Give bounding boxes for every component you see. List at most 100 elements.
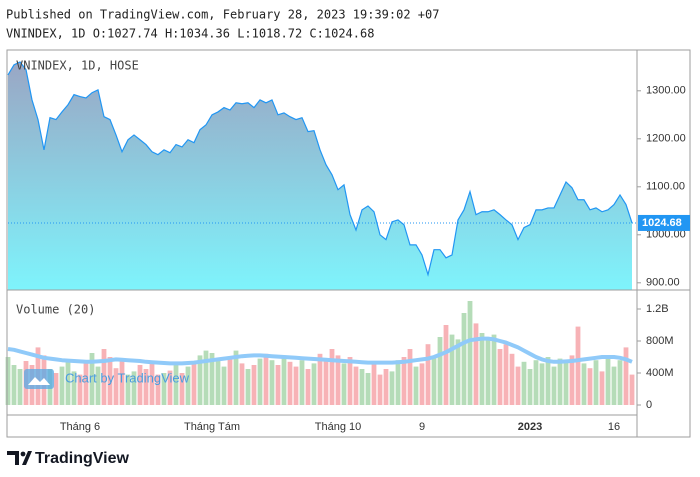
watermark-icon [24, 369, 54, 389]
volume-bar [125, 374, 131, 405]
brand: TradingView [35, 450, 130, 467]
volume-bar [515, 366, 521, 405]
watermark: Chart by TradingView [24, 369, 190, 389]
volume-bar [305, 369, 311, 405]
volume-bar [185, 366, 191, 405]
volume-bar [491, 334, 497, 405]
price-line [7, 61, 633, 277]
volume-bar [89, 353, 95, 405]
y-tick-label: 800M [646, 335, 674, 347]
volume-bar [65, 360, 71, 405]
volume-bar [593, 360, 599, 405]
volume-bar [587, 368, 593, 405]
volume-ma [7, 336, 633, 366]
y-tick-label: 1100.00 [646, 181, 685, 193]
volume-bar [149, 361, 155, 405]
volume-bar [263, 353, 269, 405]
volume-bar [257, 358, 263, 405]
volume-bar [371, 363, 377, 405]
volume-bar [59, 366, 65, 405]
volume-bar [179, 373, 185, 405]
footer-logo: TradingView [7, 450, 130, 467]
volume-bar [437, 337, 443, 405]
volume-bar [95, 366, 101, 405]
volume-bar [197, 355, 203, 405]
volume-bar [539, 363, 545, 405]
volume-bar [221, 366, 227, 405]
volume-bar [581, 363, 587, 405]
logo-dot [20, 451, 26, 457]
volume-bar [335, 355, 341, 405]
volume-bar [443, 325, 449, 405]
volume-bar [395, 360, 401, 405]
volume-bar [359, 369, 365, 405]
logo-mark [7, 451, 32, 465]
volume-legend: Volume (20) [16, 303, 95, 317]
volume-bar [623, 347, 629, 405]
volume-bar [431, 357, 437, 405]
volume-bar [215, 360, 221, 405]
watermark-icon-shape [28, 377, 50, 385]
volume-bar [107, 357, 113, 405]
volume-bar [245, 369, 251, 405]
volume-bar [191, 361, 197, 405]
volume-bar [329, 349, 335, 405]
volume-bar [347, 357, 353, 405]
y-tick-label: 1000.00 [646, 229, 686, 241]
volume-bar [155, 374, 161, 405]
volume-bar [203, 350, 209, 405]
y-tick-label: 400M [646, 367, 674, 379]
volume-bar [449, 334, 455, 405]
volume-bar [287, 361, 293, 405]
y-tick-label: 900.00 [646, 277, 680, 289]
price-legend: VNINDEX, 1D, HOSE [16, 59, 139, 73]
volume-bar [389, 371, 395, 405]
y-tick-label: 1200.00 [646, 133, 686, 145]
volume-bar [605, 357, 611, 405]
volume-bar [233, 350, 239, 405]
volume-bar [377, 374, 383, 405]
volume-bar [269, 360, 275, 405]
watermark-text: Chart by TradingView [65, 370, 190, 385]
volume-bar [83, 363, 89, 405]
volume-bar [209, 353, 215, 405]
y-tick-label: 1300.00 [646, 85, 686, 97]
volume-bar [311, 363, 317, 405]
volume-bar [71, 371, 77, 405]
volume-bar [275, 365, 281, 405]
volume-bar [503, 344, 509, 405]
volume-bar [173, 363, 179, 405]
volume-bar [53, 373, 59, 405]
x-tick-label: 16 [608, 421, 620, 433]
volume-bar [533, 360, 539, 405]
volume-bar [11, 365, 17, 405]
volume-bar [341, 363, 347, 405]
volume-bar [131, 371, 137, 405]
volume-bar [545, 357, 551, 405]
volume-bar [167, 370, 173, 405]
volume-bar [137, 365, 143, 405]
volume-bar [629, 374, 635, 405]
volume-bar [521, 361, 527, 405]
volume-bar [113, 368, 119, 405]
volume-bar [77, 374, 83, 405]
x-tick-label: 9 [419, 421, 425, 433]
volume-bar [485, 339, 491, 405]
volume-bar [497, 349, 503, 405]
last-value-label: 1024.68 [642, 217, 682, 229]
volume-bar [401, 357, 407, 405]
volume-bar [617, 360, 623, 405]
volume-bar [17, 369, 23, 405]
y-tick-label: 0 [646, 399, 652, 411]
volume-bar [413, 366, 419, 405]
volume-bar [143, 369, 149, 405]
volume-bar [461, 313, 467, 405]
volume-bar [527, 369, 533, 405]
volume-bar [575, 326, 581, 405]
volume-bar [101, 349, 107, 405]
y-tick-label: 1.2B [646, 303, 669, 315]
volume-bar [251, 365, 257, 405]
volume-bar [317, 353, 323, 405]
published: Published on TradingView.com, February 2… [6, 8, 439, 22]
ohlc: VNINDEX, 1D O:1027.74 H:1034.36 L:1018.7… [6, 27, 374, 41]
